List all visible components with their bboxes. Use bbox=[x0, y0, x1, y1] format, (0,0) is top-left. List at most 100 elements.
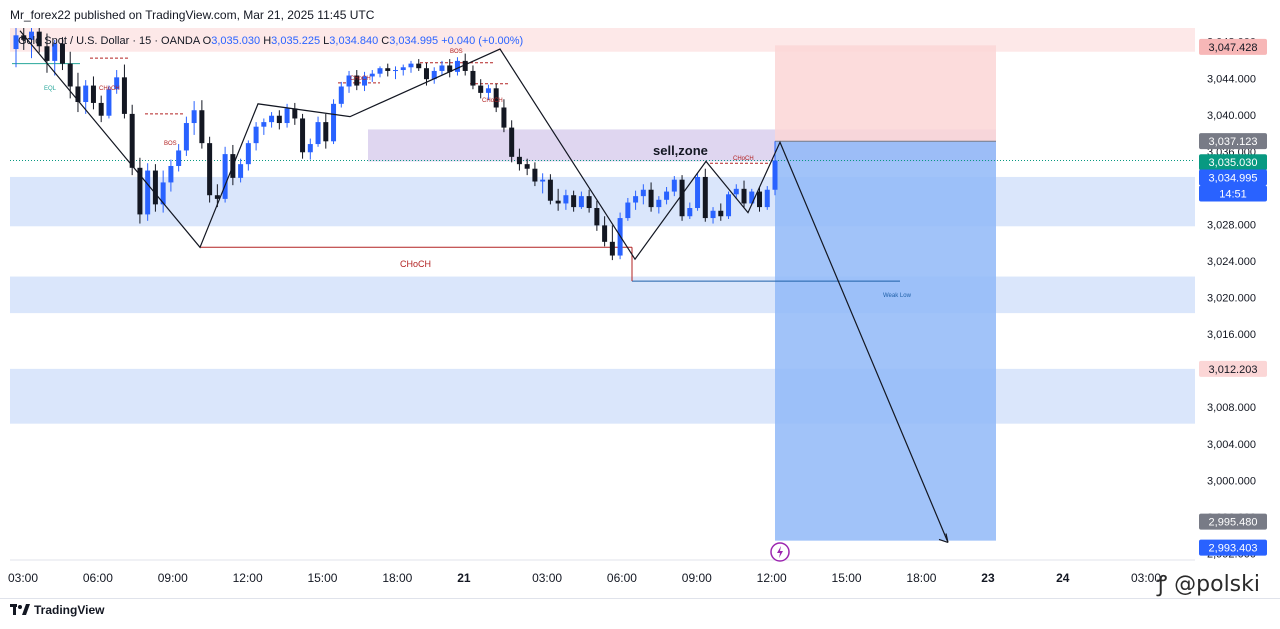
candle-body bbox=[98, 102, 104, 116]
candle-body bbox=[532, 168, 538, 182]
x-tick-label: 12:00 bbox=[233, 571, 263, 585]
stop-loss-zone bbox=[775, 45, 996, 142]
candle-body bbox=[454, 60, 460, 72]
demand-zone bbox=[10, 176, 1195, 227]
candle-body bbox=[485, 88, 491, 93]
x-tick-label: 03:00 bbox=[8, 571, 38, 585]
arrow-head bbox=[938, 533, 949, 544]
candle-body bbox=[83, 85, 89, 103]
weak-low-label: Weak Low bbox=[883, 293, 912, 299]
candle-body bbox=[625, 202, 631, 219]
candle-body bbox=[462, 60, 468, 71]
price-axis-bg bbox=[1195, 28, 1280, 598]
price-label-text: 2,993.403 bbox=[1209, 543, 1258, 555]
x-tick-label: 21 bbox=[457, 571, 471, 585]
candle-body bbox=[702, 176, 708, 219]
close-value: 3,034.995 bbox=[389, 35, 439, 47]
price-label-box bbox=[1199, 513, 1267, 530]
candle-body bbox=[609, 241, 615, 256]
demand-zone bbox=[10, 368, 1195, 424]
high-value: 3,035.225 bbox=[271, 35, 321, 47]
candle-body bbox=[129, 113, 135, 168]
open-value: 3,035.030 bbox=[211, 35, 261, 47]
x-tick-label: 06:00 bbox=[607, 571, 637, 585]
zigzag-path bbox=[19, 30, 949, 543]
candle-body bbox=[400, 67, 406, 71]
candle-body bbox=[199, 110, 205, 144]
price-label-text: 3,037.123 bbox=[1209, 136, 1258, 148]
x-tick-label: 15:00 bbox=[832, 571, 862, 585]
candle-body bbox=[501, 107, 507, 128]
candle-body bbox=[377, 68, 383, 74]
y-tick-label: 3,028.000 bbox=[1207, 219, 1256, 231]
y-tick-label: 3,004.000 bbox=[1207, 439, 1256, 451]
candle-body bbox=[478, 85, 484, 93]
candle-body bbox=[152, 170, 158, 205]
candle-body bbox=[253, 126, 259, 144]
candle-body bbox=[509, 127, 515, 157]
candle-body bbox=[300, 118, 306, 153]
x-tick-label: 03:00 bbox=[1131, 571, 1161, 585]
top-bar: Mr_forex22 published on TradingView.com,… bbox=[0, 0, 1280, 28]
candle-body bbox=[656, 199, 662, 208]
candle-body bbox=[695, 176, 701, 209]
candle-body bbox=[183, 123, 189, 151]
candle-body bbox=[292, 108, 298, 119]
candle-body bbox=[423, 68, 429, 80]
candle-body bbox=[284, 108, 290, 124]
candle-body bbox=[393, 70, 398, 72]
x-tick-label: 15:00 bbox=[307, 571, 337, 585]
candle-body bbox=[431, 70, 437, 80]
y-tick-label: 3,024.000 bbox=[1207, 256, 1256, 268]
candle-body bbox=[648, 189, 654, 208]
candle-body bbox=[679, 179, 685, 217]
y-tick-label: 3,044.000 bbox=[1207, 73, 1256, 85]
candle-body bbox=[470, 70, 476, 86]
candle-body bbox=[772, 160, 778, 190]
symbol-name[interactable]: Gold Spot / U.S. Dollar · 15 · OANDA bbox=[18, 35, 200, 47]
candle-body bbox=[726, 194, 732, 217]
demand-zone bbox=[10, 276, 1195, 314]
candle-body bbox=[385, 68, 391, 71]
candle-body bbox=[21, 35, 27, 40]
candle-body bbox=[331, 103, 337, 142]
candle-body bbox=[307, 144, 313, 153]
candle-body bbox=[28, 31, 34, 40]
bos-label: BOS bbox=[450, 49, 463, 55]
candle-body bbox=[13, 35, 19, 50]
candle-body bbox=[439, 65, 445, 71]
choch-label: CHoCH bbox=[400, 259, 431, 269]
candle-body bbox=[338, 86, 344, 104]
candle-body bbox=[90, 85, 96, 103]
price-label-box bbox=[1199, 133, 1267, 150]
x-tick-label: 24 bbox=[1056, 571, 1070, 585]
candle-body bbox=[408, 63, 414, 68]
candlestick-chart[interactable]: sell,zone CHoCH CHoCH CHoCH CHoCH CHoCH BOS BOS… bbox=[0, 28, 1280, 598]
price-label-text: 14:51 bbox=[1219, 189, 1247, 201]
y-tick-label: 3,008.000 bbox=[1207, 402, 1256, 414]
high-label: H bbox=[263, 35, 272, 47]
chart-area[interactable]: sell,zone CHoCH CHoCH CHoCH CHoCH CHoCH BOS BOS… bbox=[0, 28, 1280, 598]
candle-body bbox=[176, 150, 182, 166]
x-tick-label: 09:00 bbox=[158, 571, 188, 585]
symbol-legend[interactable]: Gold Spot / U.S. Dollar · 15 · OANDA O3,… bbox=[18, 35, 523, 47]
choch-label: CHoCH bbox=[99, 86, 120, 92]
candle-body bbox=[191, 110, 197, 124]
price-label-box bbox=[1199, 360, 1267, 377]
candle-body bbox=[602, 225, 608, 242]
candle-body bbox=[52, 43, 58, 61]
y-tick-label: 3,000.000 bbox=[1207, 475, 1256, 487]
close-label: C bbox=[381, 35, 390, 47]
tradingview-logo[interactable]: TradingView bbox=[10, 603, 104, 617]
candle-body bbox=[493, 88, 499, 108]
price-label-text: 3,035.030 bbox=[1209, 157, 1258, 169]
x-tick-label: 23 bbox=[981, 571, 995, 585]
x-tick-label: 06:00 bbox=[83, 571, 113, 585]
candle-body bbox=[354, 75, 360, 86]
low-label: L bbox=[323, 35, 330, 47]
candle-body bbox=[749, 191, 755, 204]
candle-body bbox=[516, 156, 522, 165]
candle-body bbox=[757, 191, 763, 208]
candle-body bbox=[44, 46, 50, 61]
candle-body bbox=[633, 196, 639, 203]
